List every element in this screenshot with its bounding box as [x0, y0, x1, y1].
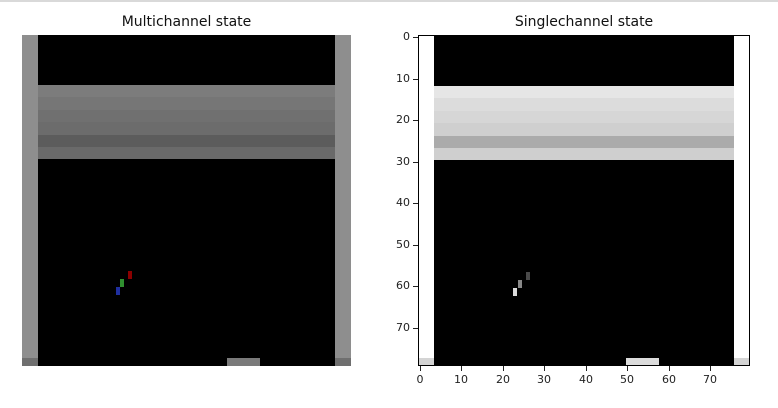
ball-green-channel: [120, 279, 124, 287]
y-tick: [413, 120, 418, 121]
singlechannel-state-plot: [418, 35, 750, 366]
y-tick-label: 60: [396, 279, 410, 292]
y-tick: [413, 328, 418, 329]
x-tick-label: 50: [620, 373, 634, 386]
multichannel-state-frame: [22, 35, 351, 366]
multichannel-title: Multichannel state: [121, 14, 252, 30]
y-tick-label: 50: [396, 238, 410, 251]
y-tick-label: 70: [396, 321, 410, 334]
brick-row-3: [434, 111, 734, 123]
x-tick-label: 30: [537, 373, 551, 386]
x-tick: [627, 366, 628, 371]
paddle: [626, 358, 659, 365]
x-tick-label: 10: [454, 373, 468, 386]
brick-row-1: [434, 86, 734, 98]
x-tick-label: 60: [662, 373, 676, 386]
brick-row-4: [434, 123, 734, 136]
y-tick: [413, 37, 418, 38]
brick-row-5: [434, 136, 734, 148]
x-tick: [461, 366, 462, 371]
x-tick: [420, 366, 421, 371]
brick-row-6: [38, 147, 335, 159]
bottom-right-wall-edge: [734, 358, 749, 365]
brick-row-4: [38, 122, 335, 135]
ball-blue-channel: [116, 287, 120, 295]
y-tick: [413, 79, 418, 80]
paddle: [227, 358, 260, 366]
brick-row-5: [38, 135, 335, 147]
bottom-right-wall-edge: [335, 358, 351, 366]
y-tick-label: 30: [396, 155, 410, 168]
ball-red-channel: [128, 271, 132, 279]
y-tick: [413, 286, 418, 287]
bottom-left-wall-edge: [419, 358, 434, 365]
left-wall: [419, 36, 434, 365]
brick-row-2: [38, 97, 335, 110]
y-tick-label: 0: [403, 30, 410, 43]
brick-row-1: [38, 85, 335, 97]
bottom-left-wall-edge: [22, 358, 38, 366]
y-tick: [413, 245, 418, 246]
x-tick: [544, 366, 545, 371]
ball: [513, 288, 517, 296]
brick-row-2: [434, 98, 734, 111]
top-divider: [0, 0, 778, 2]
left-wall: [22, 35, 38, 366]
x-tick: [503, 366, 504, 371]
y-tick-label: 20: [396, 113, 410, 126]
x-tick: [669, 366, 670, 371]
x-tick-label: 40: [579, 373, 593, 386]
right-wall: [734, 36, 749, 365]
x-tick-label: 20: [496, 373, 510, 386]
brick-row-3: [38, 110, 335, 122]
y-tick: [413, 203, 418, 204]
singlechannel-title: Singlechannel state: [514, 14, 654, 30]
x-tick: [586, 366, 587, 371]
y-tick-label: 10: [396, 72, 410, 85]
y-tick: [413, 162, 418, 163]
ball-trail-2: [518, 280, 522, 288]
x-tick-label: 0: [416, 373, 424, 386]
x-tick-label: 70: [703, 373, 717, 386]
x-tick: [710, 366, 711, 371]
y-tick-label: 40: [396, 196, 410, 209]
right-wall: [335, 35, 351, 366]
ball-trail-1: [526, 272, 530, 280]
brick-row-6: [434, 148, 734, 160]
